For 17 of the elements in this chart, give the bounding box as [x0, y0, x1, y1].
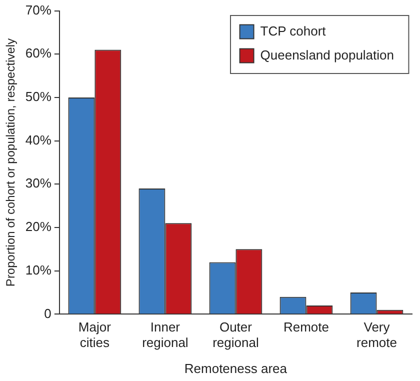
legend-label: TCP cohort — [260, 23, 326, 38]
y-tick-label: 0 — [44, 306, 52, 321]
x-tick-label: Major cities — [78, 320, 112, 350]
y-tick-label: 30% — [25, 176, 52, 191]
y-tick-label: 60% — [25, 46, 52, 61]
x-tick-label: Inner regional — [142, 320, 188, 350]
y-tick-label: 40% — [25, 132, 52, 148]
y-tick-label: 20% — [25, 219, 52, 234]
x-tick-label: Remote — [283, 320, 329, 335]
y-axis-title: Proportion of cohort or population, respectively — [4, 38, 18, 287]
legend-label: Queensland population — [260, 47, 394, 62]
x-tick-label: Very remote — [356, 320, 397, 350]
y-tick-label: 70% — [25, 2, 52, 18]
x-axis-title: Remoteness area — [184, 360, 288, 376]
y-tick-label: 10% — [25, 262, 52, 278]
x-tick-label: Outer regional — [212, 320, 259, 350]
y-tick-label: 50% — [25, 89, 52, 104]
